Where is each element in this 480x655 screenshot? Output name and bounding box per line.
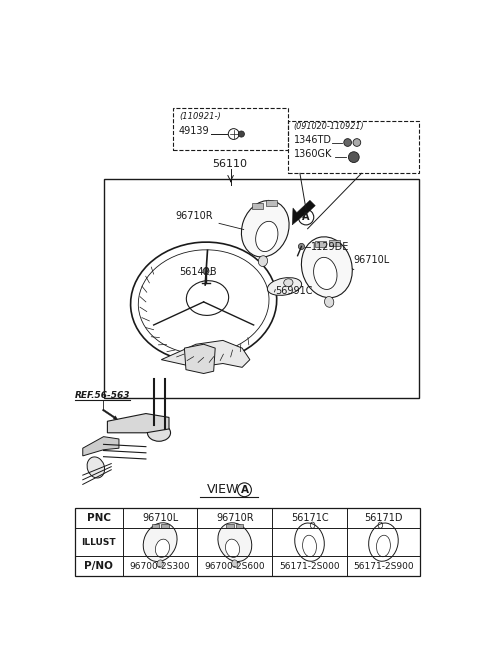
Text: 96700-2S300: 96700-2S300: [130, 561, 191, 571]
Text: 56110: 56110: [212, 159, 247, 169]
Bar: [236, 523, 243, 529]
Circle shape: [344, 139, 351, 146]
Bar: [173, 108, 288, 150]
Polygon shape: [83, 437, 119, 456]
Text: VIEW: VIEW: [207, 483, 239, 496]
Ellipse shape: [232, 560, 238, 567]
Ellipse shape: [267, 278, 301, 295]
Circle shape: [238, 131, 244, 137]
Polygon shape: [108, 413, 169, 433]
Polygon shape: [184, 345, 215, 373]
Text: 56991C: 56991C: [275, 286, 313, 296]
Bar: [161, 523, 168, 529]
Text: 56171C: 56171C: [291, 514, 328, 523]
Text: A: A: [302, 212, 310, 222]
Text: (091020-110921): (091020-110921): [294, 122, 364, 130]
Circle shape: [348, 152, 359, 162]
Ellipse shape: [376, 535, 390, 557]
Ellipse shape: [241, 200, 289, 257]
Ellipse shape: [258, 255, 267, 267]
FancyArrow shape: [102, 409, 118, 420]
Text: 96710L: 96710L: [142, 514, 178, 523]
Ellipse shape: [147, 424, 170, 441]
Text: 96700-2S600: 96700-2S600: [204, 561, 265, 571]
Circle shape: [299, 244, 304, 250]
Bar: [266, 200, 277, 206]
Bar: [227, 523, 234, 529]
Ellipse shape: [301, 237, 352, 297]
Text: 96710R: 96710R: [175, 211, 213, 221]
Ellipse shape: [313, 257, 337, 290]
Ellipse shape: [87, 457, 105, 478]
Ellipse shape: [302, 535, 316, 557]
Polygon shape: [292, 200, 315, 225]
Circle shape: [353, 139, 361, 146]
Ellipse shape: [226, 539, 240, 557]
Bar: [252, 202, 263, 209]
Bar: [104, 179, 419, 398]
Text: ILLUST: ILLUST: [82, 538, 116, 547]
Bar: [152, 523, 159, 529]
Ellipse shape: [156, 539, 169, 557]
Text: 56142B: 56142B: [179, 267, 216, 277]
Text: 96710L: 96710L: [354, 255, 390, 265]
Ellipse shape: [218, 523, 252, 561]
Text: A: A: [240, 485, 249, 495]
Text: 56171-2S900: 56171-2S900: [353, 561, 414, 571]
Text: 1129DE: 1129DE: [312, 242, 350, 252]
Bar: [315, 241, 326, 247]
Text: 1346TD: 1346TD: [294, 134, 332, 145]
Text: 96710R: 96710R: [216, 514, 253, 523]
Bar: [288, 121, 419, 174]
Polygon shape: [161, 341, 250, 367]
Bar: [329, 240, 340, 246]
Ellipse shape: [324, 297, 334, 307]
Text: (110921-): (110921-): [179, 111, 221, 121]
Text: 49139: 49139: [179, 126, 210, 136]
Text: P/NO: P/NO: [84, 561, 113, 571]
Text: 56171D: 56171D: [364, 514, 403, 523]
Bar: [75, 508, 420, 576]
Ellipse shape: [143, 523, 177, 561]
Text: 56171-2S000: 56171-2S000: [279, 561, 340, 571]
Ellipse shape: [284, 279, 293, 286]
Text: PNC: PNC: [87, 514, 111, 523]
Text: REF.56-563: REF.56-563: [75, 391, 131, 400]
Circle shape: [203, 268, 209, 274]
Ellipse shape: [157, 560, 163, 567]
Text: 1360GK: 1360GK: [294, 149, 332, 159]
Ellipse shape: [256, 221, 278, 252]
